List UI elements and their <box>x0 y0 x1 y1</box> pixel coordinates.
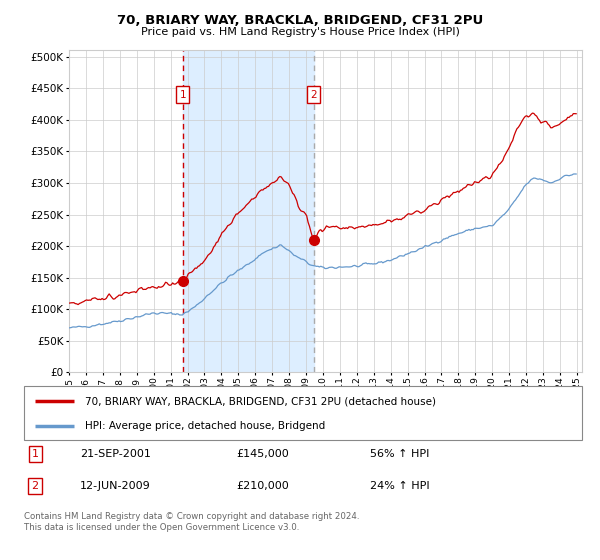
Text: 1: 1 <box>32 449 38 459</box>
Text: 2: 2 <box>310 90 317 100</box>
Text: £145,000: £145,000 <box>236 449 289 459</box>
Text: £210,000: £210,000 <box>236 481 289 491</box>
Text: 21-SEP-2001: 21-SEP-2001 <box>80 449 151 459</box>
Text: 12-JUN-2009: 12-JUN-2009 <box>80 481 151 491</box>
Text: HPI: Average price, detached house, Bridgend: HPI: Average price, detached house, Brid… <box>85 421 326 431</box>
Text: Price paid vs. HM Land Registry's House Price Index (HPI): Price paid vs. HM Land Registry's House … <box>140 27 460 37</box>
Text: 24% ↑ HPI: 24% ↑ HPI <box>370 481 430 491</box>
Text: 56% ↑ HPI: 56% ↑ HPI <box>370 449 430 459</box>
FancyBboxPatch shape <box>24 386 582 440</box>
Text: 70, BRIARY WAY, BRACKLA, BRIDGEND, CF31 2PU (detached house): 70, BRIARY WAY, BRACKLA, BRIDGEND, CF31 … <box>85 396 436 407</box>
Bar <box>183 50 314 372</box>
Text: Contains HM Land Registry data © Crown copyright and database right 2024.
This d: Contains HM Land Registry data © Crown c… <box>24 512 359 532</box>
Text: 2: 2 <box>32 481 39 491</box>
Text: 1: 1 <box>179 90 186 100</box>
Text: 70, BRIARY WAY, BRACKLA, BRIDGEND, CF31 2PU: 70, BRIARY WAY, BRACKLA, BRIDGEND, CF31 … <box>117 14 483 27</box>
